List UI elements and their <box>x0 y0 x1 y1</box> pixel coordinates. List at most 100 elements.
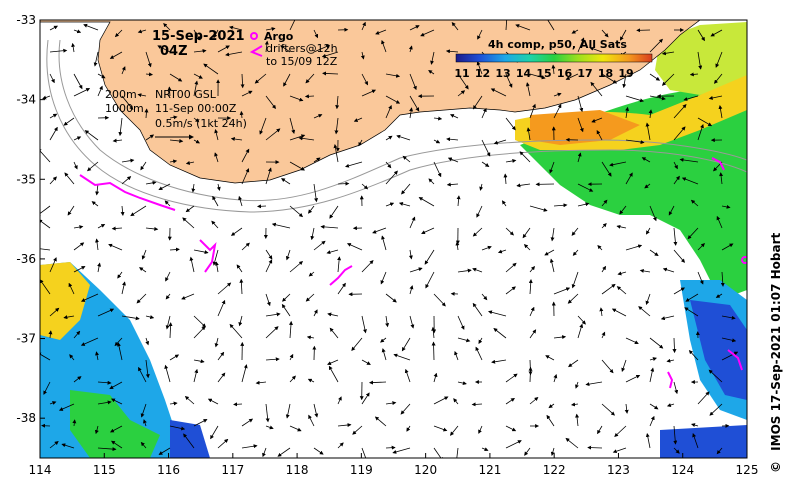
current-vector-arrow <box>550 227 555 242</box>
current-vector-arrow <box>385 202 395 207</box>
current-vector-arrow <box>259 117 267 135</box>
current-vector-arrow <box>40 205 51 217</box>
current-vector-arrow <box>719 172 724 185</box>
argo-label: Argo <box>264 30 294 43</box>
current-vector-arrow <box>625 244 643 251</box>
current-vector-arrow <box>522 227 531 239</box>
current-vector-arrow <box>401 183 411 195</box>
altimetry-product: NRT00 GSL <box>155 88 217 101</box>
current-vector-arrow <box>49 73 55 84</box>
current-vector-arrow <box>73 225 84 230</box>
current-vector-arrow <box>472 302 483 317</box>
current-vector-arrow <box>265 403 270 423</box>
current-vector-arrow <box>433 139 441 144</box>
colorbar-tick-label: 16 <box>557 67 573 80</box>
colorbar-tick-label: 17 <box>577 67 592 80</box>
drifter-legend-icon <box>249 45 263 57</box>
current-vector-arrow <box>121 281 126 295</box>
current-vector-arrow <box>289 425 302 432</box>
current-vector-arrow <box>216 183 221 191</box>
current-vector-arrow <box>306 335 315 340</box>
current-vector-arrow <box>385 293 397 303</box>
map-time: 04Z <box>160 44 188 59</box>
current-vector-arrow <box>193 29 201 41</box>
current-vector-arrow <box>169 159 178 164</box>
current-vector-arrow <box>409 267 423 273</box>
current-vector-arrow <box>721 204 731 209</box>
current-vector-arrow <box>529 329 537 339</box>
current-vector-arrow <box>625 337 639 344</box>
current-vector-arrow <box>346 243 363 251</box>
current-vector-arrow <box>577 37 585 53</box>
current-vector-arrow <box>721 351 739 361</box>
current-vector-arrow <box>327 312 339 317</box>
current-vector-arrow <box>264 40 269 53</box>
current-vector-arrow <box>409 216 416 229</box>
current-vector-arrow <box>596 129 603 141</box>
current-vector-arrow <box>689 72 699 77</box>
current-vector-arrow <box>73 330 81 339</box>
y-tick-label: -36 <box>16 252 36 266</box>
current-vector-arrow <box>571 402 579 407</box>
x-tick-label: 119 <box>350 463 373 477</box>
current-vector-arrow <box>193 419 208 427</box>
current-vector-arrow <box>94 425 99 435</box>
current-vector-arrow <box>110 398 123 405</box>
current-vector-arrow <box>721 315 736 320</box>
current-vector-arrow <box>649 357 657 361</box>
argo-legend-icon <box>250 32 258 40</box>
current-vector-arrow <box>230 227 243 236</box>
current-vector-arrow <box>361 21 366 31</box>
current-vector-arrow <box>49 176 57 185</box>
current-vector-arrow <box>431 341 436 361</box>
current-vector-arrow <box>49 25 59 31</box>
current-vector-arrow <box>49 440 59 449</box>
current-vector-arrow <box>337 282 346 295</box>
current-vector-arrow <box>721 243 734 251</box>
current-vector-arrow <box>337 442 344 449</box>
current-vector-arrow <box>447 157 459 163</box>
x-tick-label: 120 <box>414 463 437 477</box>
current-vector-arrow <box>80 293 99 302</box>
current-vector-arrow <box>398 202 411 207</box>
current-vector-arrow <box>337 396 342 405</box>
current-vector-arrow <box>433 447 444 458</box>
current-vector-arrow <box>505 373 518 383</box>
current-vector-arrow <box>169 354 180 361</box>
current-vector-arrow <box>313 114 323 119</box>
current-vector-arrow <box>289 375 296 383</box>
x-tick-label: 115 <box>93 463 116 477</box>
current-vector-arrow <box>58 403 75 411</box>
current-vector-arrow <box>644 183 651 189</box>
current-vector-arrow <box>577 152 582 163</box>
current-vector-arrow <box>145 51 152 68</box>
drifter-track <box>667 371 674 389</box>
current-vector-arrow <box>505 286 516 295</box>
current-vector-arrow <box>385 170 398 185</box>
current-vector-arrow <box>185 160 195 165</box>
current-vector-arrow <box>73 161 78 170</box>
current-vector-arrow <box>97 400 112 405</box>
current-vector-arrow <box>63 117 75 126</box>
current-vector-arrow <box>571 227 579 236</box>
current-vector-arrow <box>40 148 51 163</box>
current-vector-arrow <box>73 376 82 383</box>
current-vector-arrow <box>380 271 387 285</box>
current-vector-arrow <box>326 249 339 255</box>
current-vector-arrow <box>214 152 219 163</box>
current-vector-arrow <box>649 415 655 427</box>
current-vector-arrow <box>519 151 531 163</box>
current-vector-arrow <box>401 337 411 352</box>
current-vector-arrow <box>649 38 663 53</box>
current-vector-arrow <box>313 309 318 317</box>
current-vector-arrow <box>229 25 243 31</box>
current-vector-arrow <box>305 73 315 84</box>
current-vector-arrow <box>601 29 609 38</box>
current-vector-arrow <box>472 227 483 237</box>
current-vector-arrow <box>361 447 367 458</box>
current-vector-arrow <box>337 181 350 186</box>
current-vector-arrow <box>525 82 531 97</box>
current-vector-arrow <box>40 219 51 229</box>
current-vector-arrow <box>455 241 460 251</box>
current-vector-arrow <box>241 364 248 383</box>
